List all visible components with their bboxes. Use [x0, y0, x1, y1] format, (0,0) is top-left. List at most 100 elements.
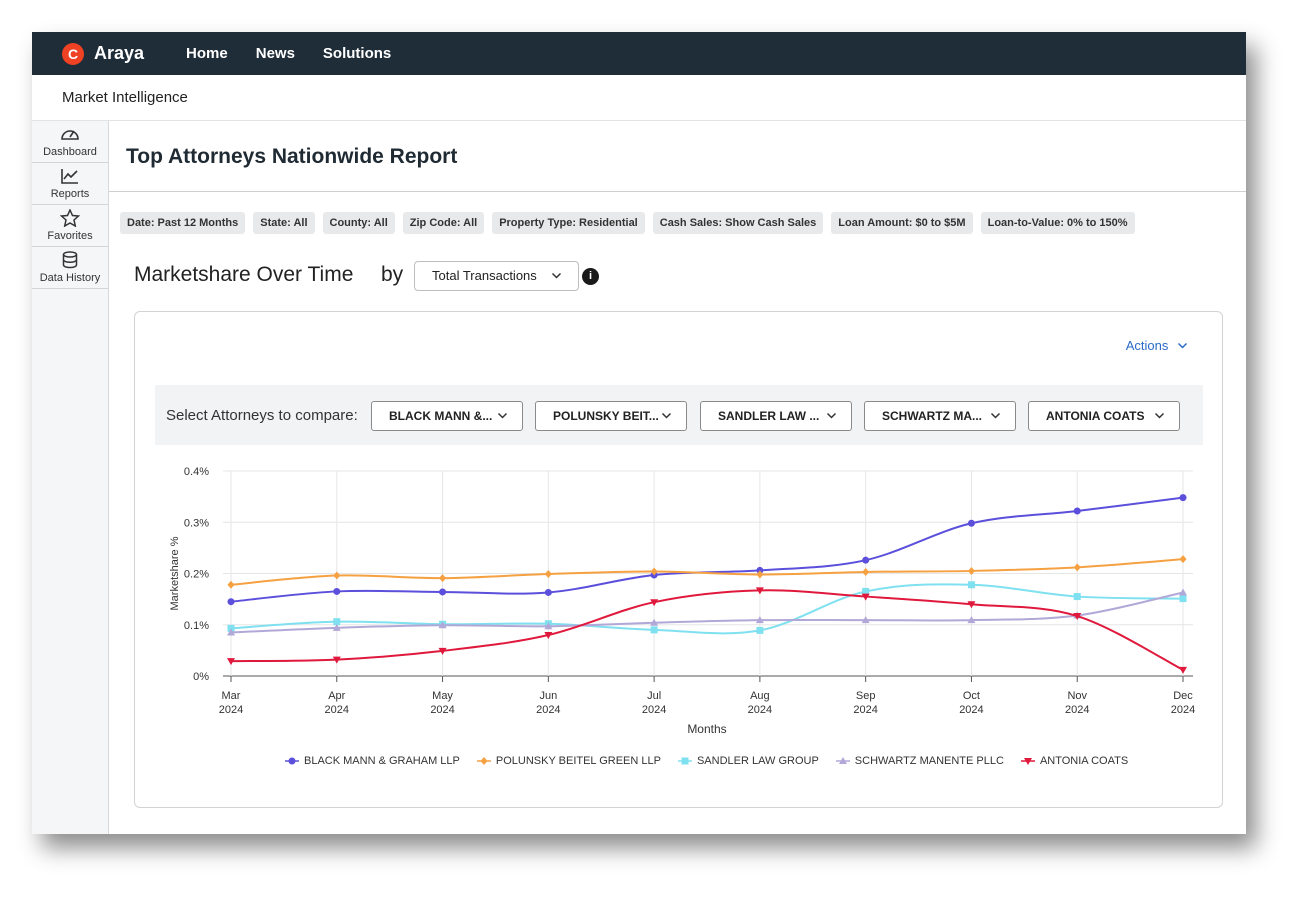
metric-dropdown[interactable]: Total Transactions — [414, 261, 579, 291]
sidebar-item-dashboard[interactable]: Dashboard — [32, 121, 108, 163]
x-tick-label-month: Oct — [963, 690, 980, 702]
data-point — [967, 581, 975, 589]
data-point — [650, 599, 659, 607]
araya-logo-icon: C — [62, 42, 84, 65]
sidebar-item-reports[interactable]: Reports — [32, 163, 108, 205]
sidebar-item-label: Dashboard — [43, 146, 97, 158]
data-point — [1073, 507, 1081, 515]
attorney-select-value: SANDLER LAW ... — [718, 409, 820, 423]
legend-swatch-icon — [1020, 758, 1035, 765]
nav-solutions[interactable]: Solutions — [322, 45, 392, 62]
data-point — [1179, 666, 1187, 674]
data-point — [544, 632, 553, 639]
legend-label: SCHWARTZ MANENTE PLLC — [854, 755, 1004, 767]
sidebar-item-label: Data History — [39, 272, 101, 284]
x-tick-label-year: 2024 — [853, 704, 877, 716]
top-navbar: C Araya Home News Solutions — [32, 32, 1246, 75]
data-point — [333, 571, 341, 580]
filter-chip-ltv[interactable]: Loan-to-Value: 0% to 150% — [980, 212, 1135, 234]
attorney-select-value: SCHWARTZ MA... — [882, 409, 982, 423]
chevron-down-icon — [990, 412, 1001, 419]
legend-item[interactable]: SANDLER LAW GROUP — [677, 755, 819, 767]
legend-swatch-icon — [677, 757, 692, 765]
filter-chip-county[interactable]: County: All — [322, 212, 395, 234]
data-point — [544, 570, 552, 579]
data-point — [755, 587, 764, 595]
nav-news[interactable]: News — [255, 45, 295, 62]
subheader: Market Intelligence — [32, 75, 1246, 121]
data-point — [438, 647, 447, 655]
data-point — [332, 656, 341, 664]
x-tick-label-year: 2024 — [1171, 704, 1195, 716]
filter-chips: Date: Past 12 Months State: All County: … — [120, 212, 1143, 234]
data-point — [438, 621, 447, 629]
data-point — [967, 519, 975, 527]
attorney-select-1[interactable]: BLACK MANN &... — [371, 401, 523, 431]
data-point — [1073, 593, 1081, 601]
chevron-down-icon — [497, 412, 508, 419]
attorney-select-value: ANTONIA COATS — [1046, 409, 1145, 423]
data-point — [967, 616, 976, 624]
x-tick-label-month: Nov — [1067, 690, 1087, 702]
x-tick-label-year: 2024 — [536, 704, 560, 716]
attorney-select-2[interactable]: POLUNSKY BEIT... — [535, 401, 687, 431]
data-point — [756, 626, 764, 634]
data-point — [332, 623, 341, 631]
legend-label: SANDLER LAW GROUP — [696, 755, 819, 767]
compare-label: Select Attorneys to compare: — [166, 407, 358, 424]
logo[interactable]: C Araya — [62, 42, 144, 65]
section-title: Marketshare Over Time — [134, 263, 354, 286]
legend-item[interactable]: BLACK MANN & GRAHAM LLP — [285, 755, 460, 767]
sidebar-item-data-history[interactable]: Data History — [32, 247, 108, 289]
legend-item[interactable]: POLUNSKY BEITEL GREEN LLP — [476, 755, 661, 767]
sidebar: Dashboard Reports Favorites Data History — [32, 121, 109, 834]
attorney-compare-bar: Select Attorneys to compare: BLACK MANN … — [155, 385, 1203, 445]
series-line — [230, 558, 1184, 586]
app-window: C Araya Home News Solutions Market Intel… — [32, 32, 1246, 834]
marketshare-line-chart: 0% 0.1% 0.2% 0.3% 0.4% Mar 2024 Apr 2024 May 2024 J… — [169, 466, 1195, 736]
database-icon — [62, 251, 78, 269]
data-point — [227, 598, 235, 606]
x-tick-label-year: 2024 — [1065, 704, 1089, 716]
x-axis-label: Months — [687, 722, 726, 736]
data-point — [544, 622, 553, 630]
x-tick-label-month: May — [432, 690, 453, 702]
nav-home[interactable]: Home — [186, 45, 228, 62]
y-tick-label: 0.3% — [184, 517, 209, 529]
data-point — [650, 618, 659, 626]
line-chart-icon — [61, 169, 78, 184]
y-tick-label: 0.1% — [184, 620, 209, 632]
star-icon — [60, 209, 80, 227]
attorney-select-3[interactable]: SANDLER LAW ... — [700, 401, 852, 431]
attorney-select-value: BLACK MANN &... — [389, 409, 493, 423]
data-point — [439, 588, 447, 596]
data-point — [861, 593, 870, 601]
x-tick-label-month: Jun — [539, 690, 557, 702]
data-point — [650, 626, 658, 634]
filter-chip-cash-sales[interactable]: Cash Sales: Show Cash Sales — [652, 212, 824, 234]
attorney-select-5[interactable]: ANTONIA COATS — [1028, 401, 1180, 431]
chevron-down-icon — [551, 272, 562, 279]
filter-chip-state[interactable]: State: All — [253, 212, 315, 234]
data-point — [227, 580, 235, 589]
section-title-by: by — [381, 263, 404, 286]
actions-button[interactable]: Actions — [1126, 338, 1188, 353]
attorney-select-4[interactable]: SCHWARTZ MA... — [864, 401, 1016, 431]
data-point — [862, 587, 870, 595]
filter-chip-property-type[interactable]: Property Type: Residential — [492, 212, 645, 234]
filter-chip-zip[interactable]: Zip Code: All — [402, 212, 485, 234]
data-point — [862, 567, 870, 576]
filter-chip-loan-amount[interactable]: Loan Amount: $0 to $5M — [831, 212, 973, 234]
legend-item[interactable]: SCHWARTZ MANENTE PLLC — [835, 755, 1004, 767]
chevron-down-icon — [1177, 342, 1188, 349]
data-point — [227, 658, 235, 666]
filter-chip-date[interactable]: Date: Past 12 Months — [120, 212, 246, 234]
info-icon[interactable]: i — [582, 268, 599, 285]
data-point — [755, 616, 764, 624]
attorney-select-value: POLUNSKY BEIT... — [553, 409, 659, 423]
legend-swatch-icon — [835, 757, 850, 764]
data-point — [967, 601, 976, 609]
sidebar-item-favorites[interactable]: Favorites — [32, 205, 108, 247]
legend-swatch-icon — [285, 757, 299, 765]
legend-item[interactable]: ANTONIA COATS — [1020, 755, 1128, 767]
